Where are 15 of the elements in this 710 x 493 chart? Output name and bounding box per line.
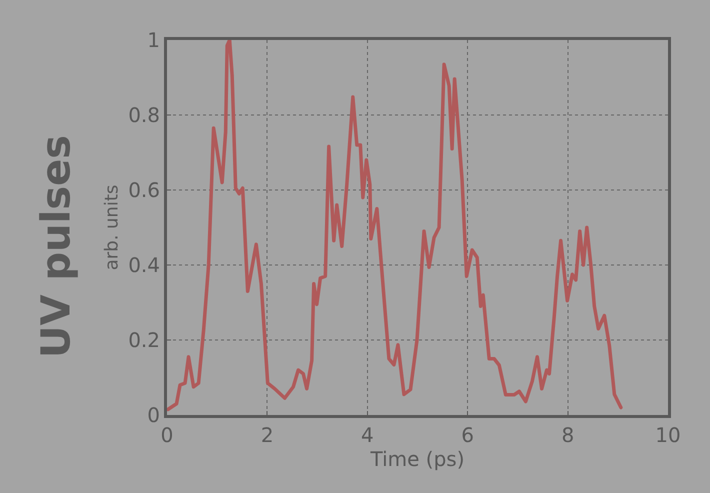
- y-tick-label: 0.4: [128, 253, 160, 277]
- y-tick-label: 0.8: [128, 103, 160, 127]
- y-tick-label: 1: [147, 28, 160, 52]
- x-tick-label: 10: [655, 423, 681, 447]
- y-tick-label: 0: [147, 403, 160, 427]
- text: UV pulses: [33, 135, 80, 358]
- x-tick-label: 8: [561, 423, 574, 447]
- x-tick-label: 6: [461, 423, 474, 447]
- x-tick-label: 4: [361, 423, 374, 447]
- y-tick-label: 0.6: [128, 178, 160, 202]
- x-axis-title: Time (ps): [369, 447, 465, 471]
- y-tick-label: 0.2: [128, 328, 160, 352]
- y-axis-title: arb. units: [101, 184, 122, 270]
- x-tick-label: 2: [260, 423, 274, 447]
- line-series: [167, 40, 623, 412]
